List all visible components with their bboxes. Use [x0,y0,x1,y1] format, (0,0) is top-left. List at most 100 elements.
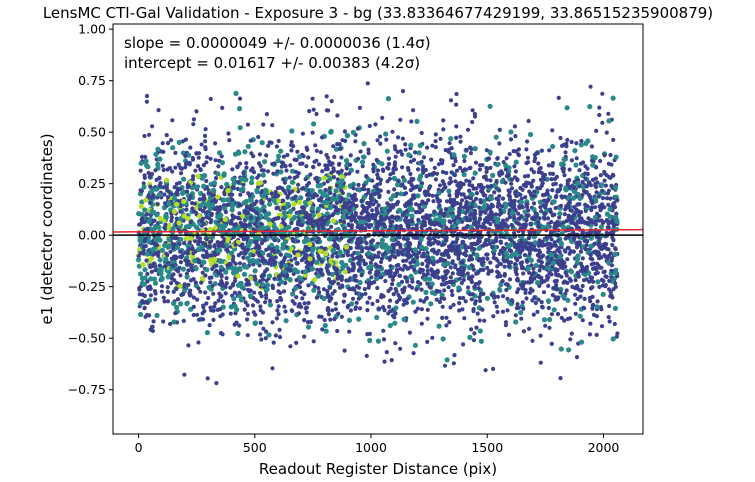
data-point [422,276,428,282]
data-point [478,298,483,303]
data-point [260,193,266,199]
data-point [165,252,170,257]
data-point [352,195,357,200]
data-point [604,246,609,251]
data-point [369,275,374,280]
data-point [216,298,221,303]
data-point [429,157,434,162]
data-point [606,202,611,207]
data-point [563,270,568,275]
data-point [437,183,443,188]
data-point [556,272,561,277]
data-point [275,186,280,191]
data-point [439,252,444,257]
data-point [484,242,489,247]
data-point [373,276,380,282]
data-point [398,224,403,229]
data-point [193,201,198,206]
data-point [207,275,212,280]
data-point [213,176,219,181]
data-point [424,258,429,263]
data-point [326,312,331,317]
data-point [160,163,165,168]
data-point [286,253,292,259]
data-point [555,311,561,317]
data-point [182,241,187,246]
data-point [271,340,276,345]
data-point [592,205,598,210]
data-point [498,274,503,279]
data-point [312,277,318,283]
data-point [584,277,589,282]
data-point [506,332,512,337]
data-point [208,156,213,161]
data-point [490,172,496,178]
data-point [468,196,473,201]
data-point [558,161,565,167]
data-point [219,185,224,190]
data-point [477,216,482,221]
data-point [595,299,600,304]
data-point [336,162,342,167]
data-point [595,261,600,266]
data-point [307,109,312,114]
data-point [599,182,605,188]
data-point [143,154,148,160]
data-point [165,141,171,146]
data-point [511,205,516,210]
data-point [533,300,538,306]
data-point [173,150,178,155]
data-point [400,89,406,94]
data-point [558,241,565,247]
data-point [287,213,293,219]
data-point [444,170,449,176]
data-point [164,177,170,183]
data-point [507,215,513,220]
data-point [393,305,399,311]
data-point [570,284,575,289]
data-point [383,278,388,284]
data-point [266,253,271,258]
data-point [355,250,361,256]
data-point [153,151,159,157]
data-point [168,249,173,254]
data-point [433,132,438,137]
data-point [139,199,145,205]
data-point [563,236,568,241]
data-point [592,265,598,271]
data-point [583,247,588,252]
data-point [466,245,471,250]
data-point [536,297,541,302]
data-point [305,147,310,152]
data-point [446,188,452,194]
data-point [379,237,385,243]
data-point [319,222,324,227]
data-point [449,170,454,175]
data-point [613,284,618,289]
data-point [237,125,243,131]
data-point [346,317,352,323]
data-point [512,164,517,169]
data-point [421,251,426,256]
data-point [364,353,369,358]
data-point [230,176,236,182]
data-point [529,184,534,189]
data-point [272,276,277,281]
data-point [392,272,397,277]
data-point [281,269,287,275]
data-point [248,275,254,281]
data-point [304,310,309,315]
data-point [139,217,144,222]
data-point [539,183,544,188]
data-point [467,292,472,297]
data-point [383,242,389,248]
data-point [138,311,144,318]
data-point [539,300,544,305]
data-point [410,219,415,224]
data-point [334,236,339,241]
data-point [348,308,353,313]
data-point [339,168,344,173]
data-point [539,275,544,280]
data-point [528,257,534,263]
